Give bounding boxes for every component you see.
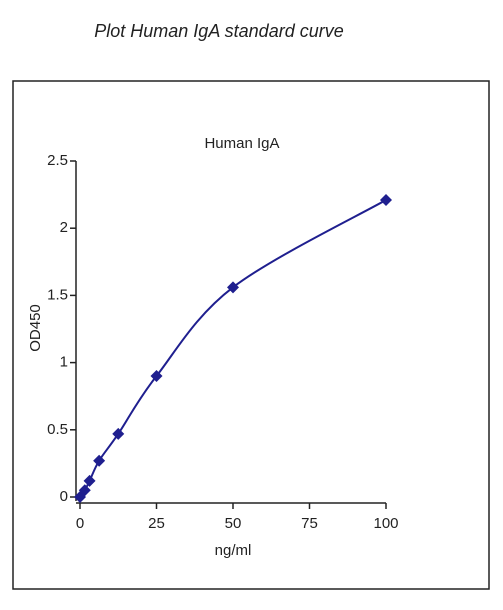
x-tick-label: 25	[148, 515, 165, 532]
x-tick-label: 75	[301, 515, 318, 532]
marker	[227, 281, 239, 294]
chart-title: Human IgA	[204, 135, 279, 152]
x-tick-label: 50	[225, 515, 242, 532]
x-tick-label: 0	[76, 515, 84, 532]
x-axis-label: ng/ml	[215, 542, 252, 559]
marker	[112, 427, 125, 440]
marker	[380, 193, 392, 206]
y-tick-label: 1	[60, 354, 68, 371]
curve	[79, 199, 387, 498]
x-tick-label: 100	[373, 515, 398, 532]
marker	[93, 454, 106, 467]
marker	[78, 484, 91, 497]
y-tick-label: 2.5	[47, 152, 68, 169]
y-tick-label: 0	[60, 488, 68, 505]
marker	[83, 474, 96, 487]
page-title: Plot Human IgA standard curve	[94, 21, 343, 41]
y-tick-label: 1.5	[47, 286, 68, 303]
y-tick-label: 0.5	[47, 421, 68, 438]
frame	[12, 80, 490, 590]
marker	[150, 370, 163, 383]
y-axis-label: OD450	[27, 304, 44, 352]
y-tick-label: 2	[60, 219, 68, 236]
